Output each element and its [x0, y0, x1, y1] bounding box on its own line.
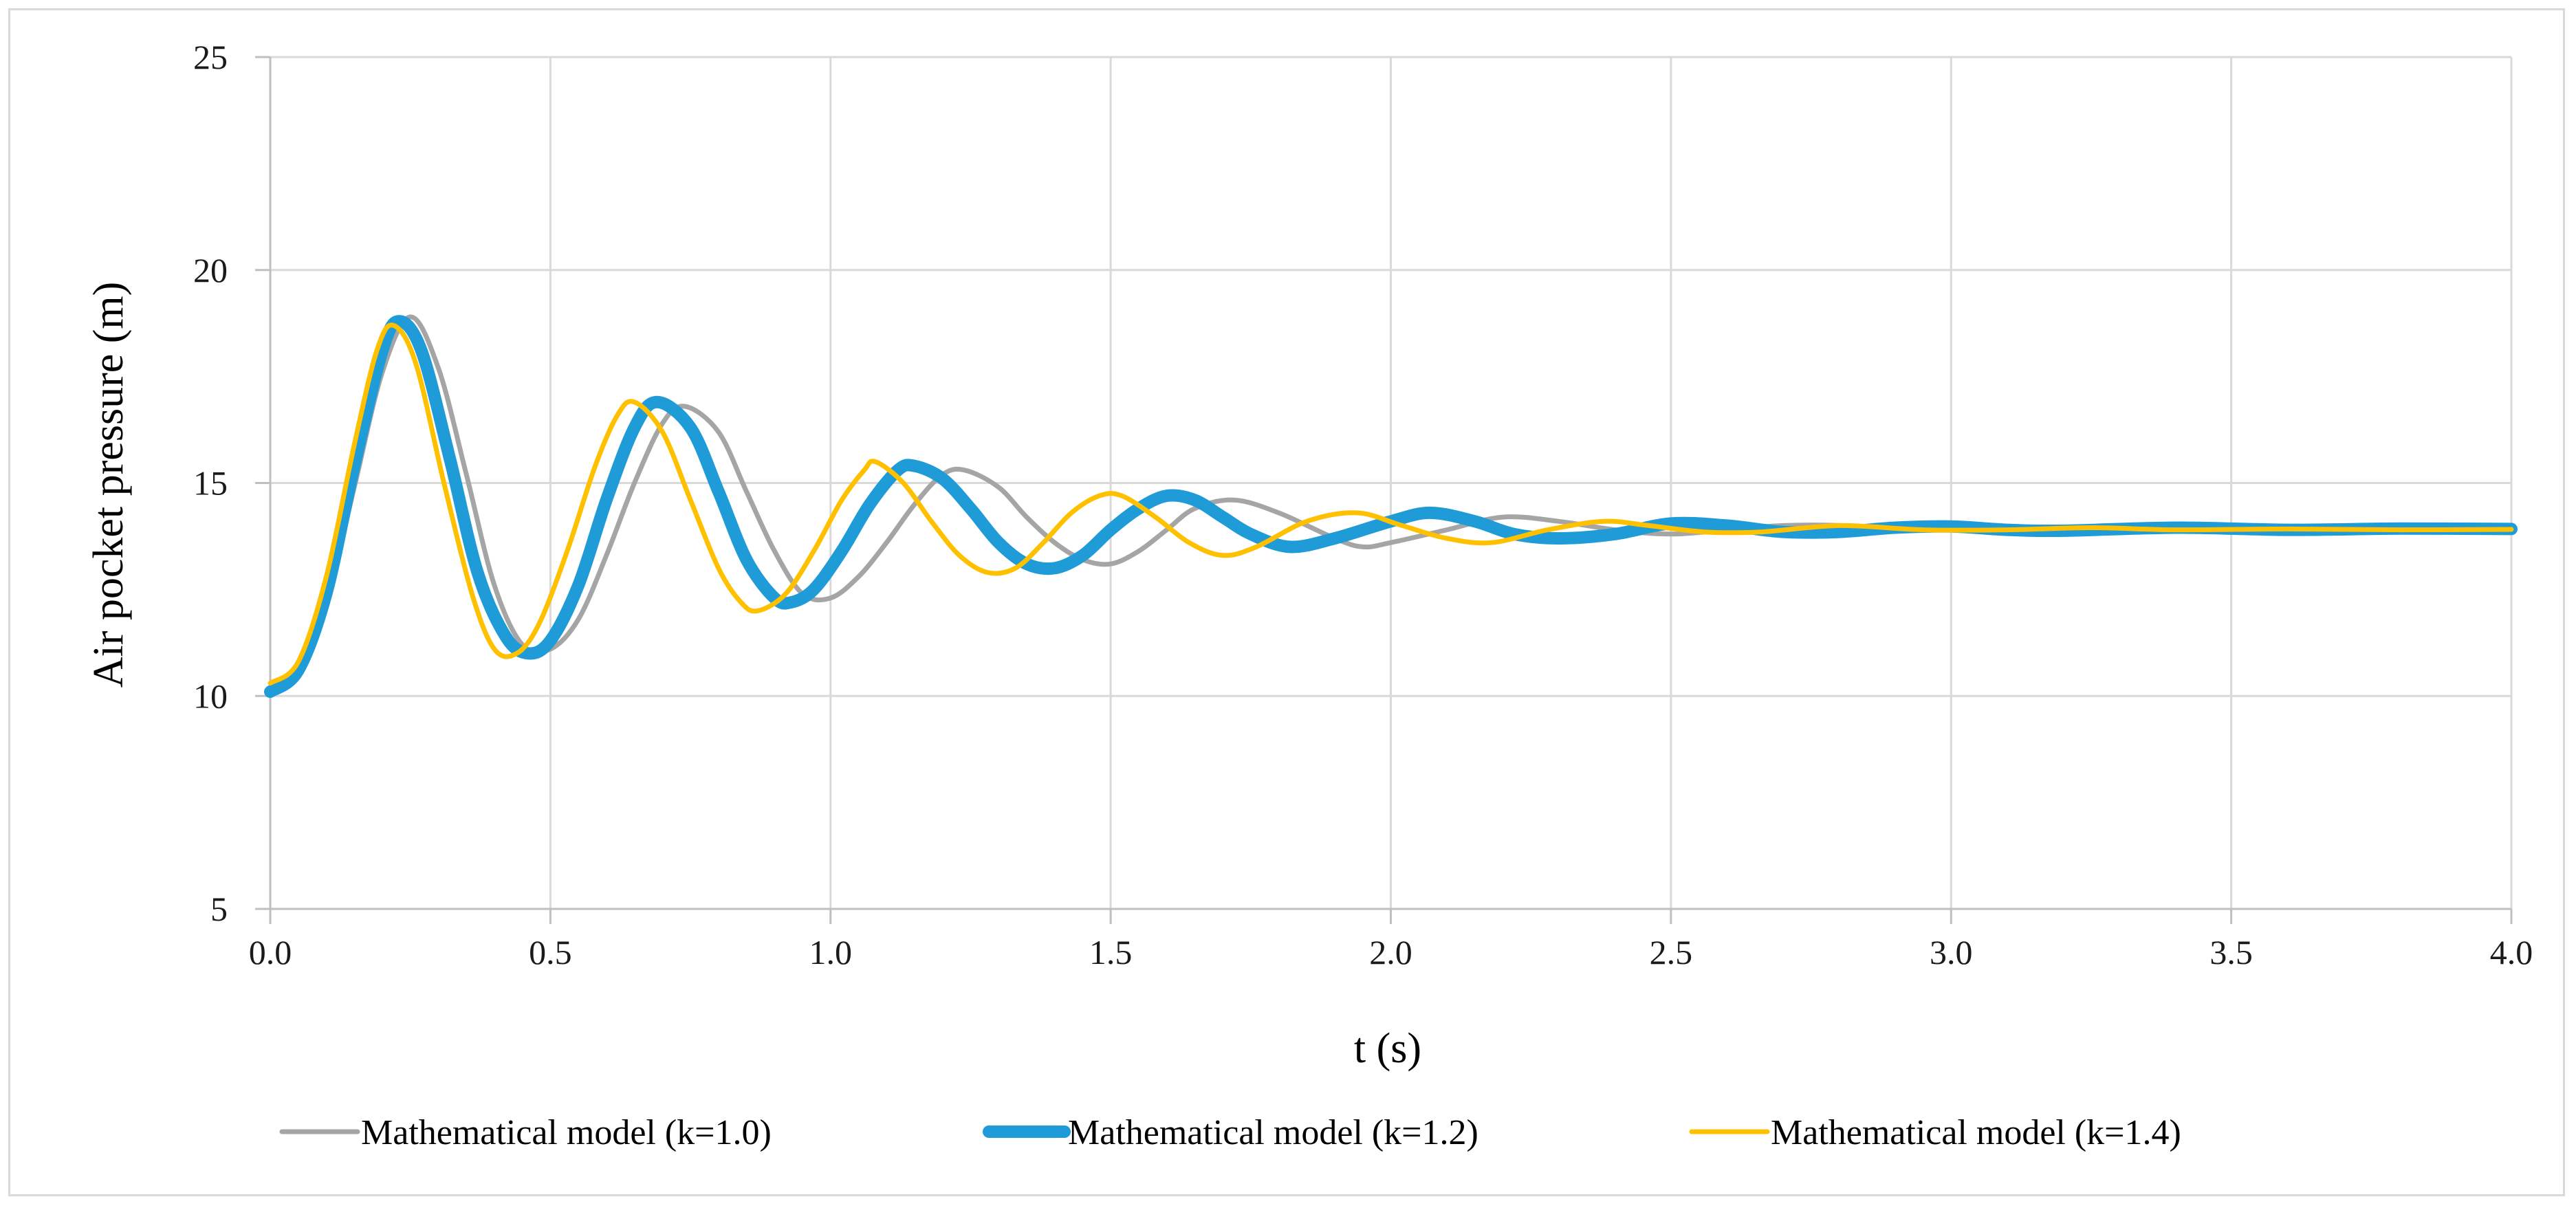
legend: Mathematical model (k=1.0) Mathematical m…: [279, 1113, 2181, 1152]
x-tick-label: 3.5: [2209, 933, 2253, 971]
x-tick-label: 1.0: [809, 933, 853, 971]
legend-label: Mathematical model (k=1.0): [361, 1113, 772, 1152]
x-tick-label: 0.0: [249, 933, 292, 971]
series-line-k-2: [264, 315, 2518, 699]
gridlines: [270, 56, 2513, 909]
x-tick-label: 1.5: [1089, 933, 1133, 971]
x-tick-labels: 0.0 0.5 1.0 1.5 2.0 2.5 3.0 3.5 4.0: [249, 933, 2533, 971]
y-tick-label: 15: [193, 464, 228, 503]
y-tick-labels: 5 10 15 20 25: [193, 38, 228, 928]
legend-label: Mathematical model (k=1.2): [1068, 1113, 1478, 1152]
y-tick-label: 20: [193, 251, 228, 289]
legend-item: Mathematical model (k=1.0): [279, 1113, 772, 1152]
legend-label: Mathematical model (k=1.4): [1771, 1113, 2181, 1152]
series-line-k-3: [268, 322, 2514, 686]
x-tick-label: 2.0: [1369, 933, 1412, 971]
x-tick-label: 3.0: [1930, 933, 1973, 971]
legend-item: Mathematical model (k=1.2): [983, 1113, 1478, 1152]
x-tick-label: 4.0: [2490, 933, 2533, 971]
y-tick-label: 10: [193, 677, 228, 715]
x-tick-label: 0.5: [529, 933, 572, 971]
y-axis-title: Air pocket pressure (m): [85, 282, 132, 688]
y-tick-label: 25: [193, 38, 228, 76]
x-axis-title: t (s): [1354, 1025, 1421, 1072]
chart-frame: [8, 8, 2565, 1196]
series-lines: [264, 314, 2518, 699]
x-tick-label: 2.5: [1650, 933, 1693, 971]
axes: [255, 56, 2513, 924]
legend-item: Mathematical model (k=1.4): [1689, 1113, 2181, 1152]
y-tick-label: 5: [210, 890, 228, 928]
